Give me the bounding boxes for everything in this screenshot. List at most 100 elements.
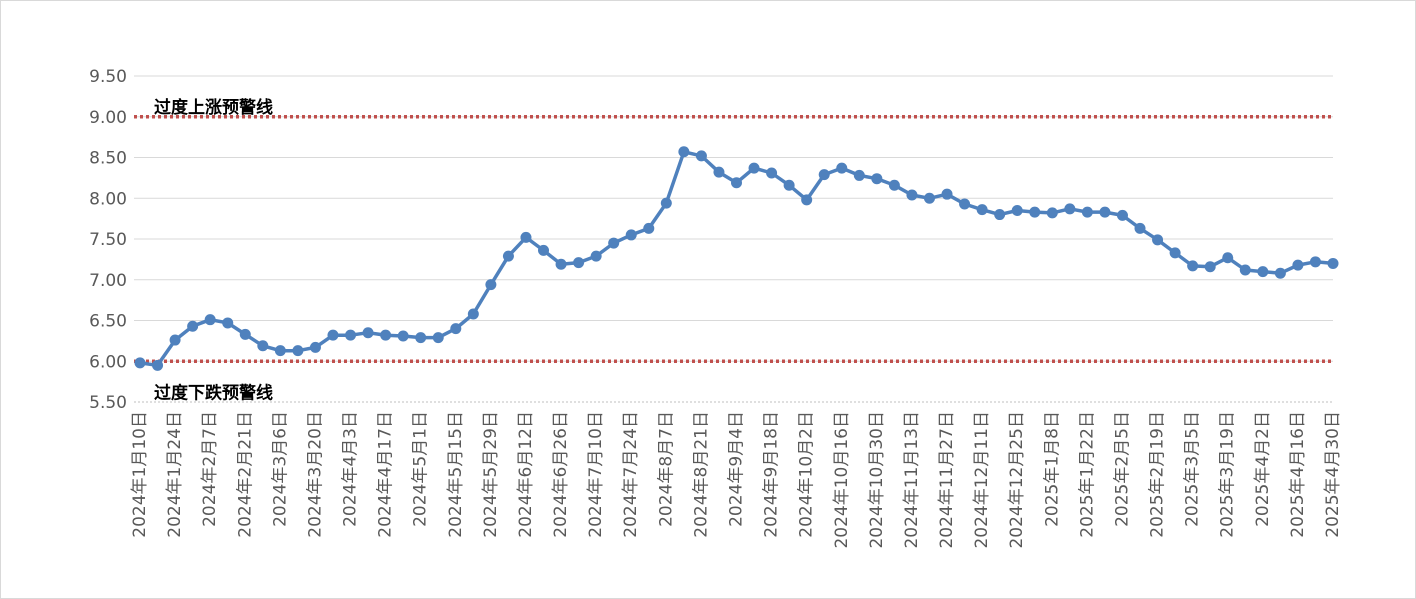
x-tick-label: 2024年9月4日: [727, 411, 747, 527]
x-tick-label: 2025年4月16日: [1288, 411, 1308, 538]
data-point: [555, 258, 567, 270]
data-point: [415, 332, 427, 344]
data-point: [853, 169, 865, 181]
data-point: [1204, 261, 1216, 273]
data-point: [731, 177, 742, 189]
data-point: [801, 194, 813, 206]
data-point: [1116, 209, 1128, 221]
data-point: [1134, 222, 1146, 234]
data-point: [1046, 207, 1058, 219]
x-tick-label: 2024年11月27日: [937, 411, 957, 549]
x-tick-label: 2024年2月21日: [235, 411, 255, 538]
x-tick-label: 2024年10月30日: [867, 411, 887, 549]
data-point: [1169, 247, 1181, 259]
data-point: [134, 357, 146, 369]
y-tick-label: 8.00: [89, 189, 127, 209]
data-point: [1152, 234, 1164, 246]
x-tick-label: 2024年10月2日: [797, 411, 817, 538]
x-tick-label: 2025年2月5日: [1113, 411, 1133, 527]
data-point: [888, 179, 900, 191]
x-tick-label: 2024年2月7日: [200, 411, 220, 527]
x-tick-label: 2024年5月1日: [411, 411, 431, 527]
data-point: [152, 359, 164, 371]
x-tick-label: 2024年6月12日: [516, 411, 536, 538]
x-tick-label: 2024年11月13日: [902, 411, 922, 549]
x-tick-label: 2025年3月5日: [1183, 411, 1203, 527]
data-point: [1309, 256, 1321, 268]
x-tick-label: 2024年8月21日: [691, 411, 711, 538]
x-tick-label: 2025年2月19日: [1148, 411, 1168, 538]
x-tick-label: 2024年8月7日: [656, 411, 676, 527]
data-point: [783, 179, 795, 191]
data-point: [1292, 259, 1304, 271]
x-tick-label: 2024年12月11日: [972, 411, 992, 549]
data-point: [538, 244, 550, 256]
data-point: [432, 332, 444, 344]
y-tick-label: 7.00: [89, 271, 127, 291]
data-point: [608, 237, 620, 249]
data-point: [362, 327, 374, 339]
y-axis-ticks: 5.50 6.00 6.50 7.00 7.50 8.00 8.50 9.00 9.50: [89, 67, 127, 413]
x-tick-label: 2025年1月8日: [1042, 411, 1062, 527]
y-tick-label: 9.00: [89, 108, 127, 128]
data-point: [959, 198, 971, 210]
data-point: [976, 204, 988, 216]
x-tick-label: 2024年3月20日: [305, 411, 325, 538]
data-point: [748, 162, 760, 174]
x-tick-label: 2024年9月18日: [762, 411, 782, 538]
x-tick-label: 2024年4月17日: [376, 411, 396, 538]
y-tick-label: 6.00: [89, 352, 127, 372]
data-point: [204, 314, 216, 326]
data-point: [660, 197, 672, 209]
data-point: [1274, 267, 1286, 279]
data-point: [766, 167, 778, 179]
data-point: [257, 340, 269, 352]
data-point: [713, 166, 725, 178]
data-point: [1327, 257, 1339, 269]
data-point: [906, 189, 918, 201]
data-point: [1081, 206, 1093, 218]
y-tick-label: 5.50: [89, 393, 127, 413]
y-tick-label: 8.50: [89, 149, 127, 169]
x-tick-label: 2024年10月16日: [832, 411, 852, 549]
data-point: [625, 229, 637, 241]
x-tick-label: 2024年6月26日: [551, 411, 571, 538]
data-point: [590, 250, 602, 262]
data-point: [292, 345, 304, 357]
data-point: [643, 222, 655, 234]
data-point: [1029, 206, 1041, 218]
data-point: [1222, 252, 1234, 264]
x-tick-label: 2025年4月30日: [1323, 411, 1343, 538]
data-point: [502, 250, 514, 262]
x-tick-label: 2024年7月10日: [586, 411, 606, 538]
data-point: [380, 329, 392, 341]
x-tick-label: 2025年4月2日: [1253, 411, 1273, 527]
x-axis-ticks: 2024年1月10日 2024年1月24日 2024年2月7日 2024年2月21日 2…: [130, 411, 1343, 549]
data-point: [485, 279, 497, 291]
data-point: [678, 146, 690, 158]
data-point: [345, 329, 357, 341]
data-point: [573, 257, 585, 269]
lower-warning-label: 过度下跌预警线: [154, 382, 273, 403]
y-tick-label: 6.50: [89, 312, 127, 332]
x-tick-label: 2024年5月15日: [446, 411, 466, 538]
x-tick-label: 2024年3月6日: [270, 411, 290, 527]
data-point: [309, 341, 321, 353]
data-point: [222, 317, 234, 329]
data-point: [1099, 206, 1111, 218]
data-point: [187, 320, 199, 332]
x-tick-label: 2025年3月19日: [1218, 411, 1238, 538]
data-point: [327, 329, 339, 341]
data-point: [1187, 260, 1199, 272]
data-point: [1239, 264, 1251, 276]
data-point: [871, 173, 883, 185]
data-point: [1064, 203, 1076, 215]
x-tick-label: 2024年12月25日: [1007, 411, 1027, 549]
data-point: [169, 334, 181, 346]
data-point: [397, 330, 409, 342]
upper-warning-label: 过度上涨预警线: [154, 97, 273, 118]
x-tick-label: 2025年1月22日: [1077, 411, 1097, 538]
y-tick-label: 9.50: [89, 67, 127, 87]
data-point: [1011, 204, 1023, 216]
